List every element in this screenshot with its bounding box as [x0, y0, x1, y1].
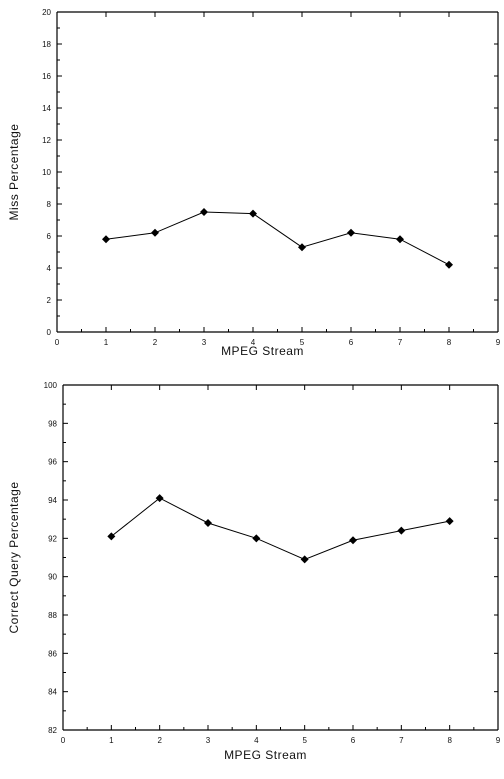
x-tick-label: 3 [206, 736, 211, 745]
y-tick-label: 4 [47, 264, 52, 273]
y-tick-label: 16 [42, 72, 51, 81]
data-point-marker [151, 228, 159, 237]
y-tick-label: 18 [42, 40, 51, 49]
data-point-marker [298, 243, 306, 252]
x-tick-label: 2 [153, 338, 158, 347]
data-point-marker [397, 526, 406, 535]
data-point-marker [249, 209, 257, 218]
x-axis-title: MPEG Stream [221, 344, 304, 358]
x-tick-label: 9 [496, 338, 501, 347]
y-tick-label: 0 [47, 328, 52, 337]
x-tick-label: 9 [496, 736, 501, 745]
x-tick-label: 2 [157, 736, 162, 745]
y-axis-title: Miss Percentage [7, 124, 21, 221]
y-tick-label: 96 [48, 458, 57, 467]
x-tick-label: 6 [351, 736, 356, 745]
x-tick-label: 4 [254, 736, 259, 745]
data-point-marker [155, 494, 164, 503]
data-point-marker [347, 228, 355, 237]
series-line [111, 497, 450, 560]
x-tick-label: 7 [398, 338, 403, 347]
x-tick-label: 3 [202, 338, 207, 347]
y-tick-label: 88 [48, 611, 57, 620]
y-tick-label: 14 [42, 104, 51, 113]
y-tick-label: 94 [48, 496, 57, 505]
y-tick-label: 10 [42, 168, 51, 177]
data-point-marker [102, 235, 110, 244]
x-tick-label: 1 [104, 338, 109, 347]
y-tick-label: 12 [42, 136, 51, 145]
correct-query-chart: 0 1 2 3 4 5 6 7 8 9 82 84 86 88 90 92 94 96 98 100 MPEG Stre… [7, 381, 501, 762]
x-tick-label: 8 [447, 338, 452, 347]
series-line [105, 211, 450, 266]
y-tick-label: 100 [44, 381, 58, 390]
y-tick-label: 8 [47, 200, 52, 209]
y-tick-label: 6 [47, 232, 52, 241]
x-tick-label: 4 [251, 338, 256, 347]
y-tick-label: 86 [48, 649, 57, 658]
x-tick-label: 0 [61, 736, 66, 745]
x-tick-label: 0 [55, 338, 60, 347]
x-tick-label: 5 [300, 338, 305, 347]
y-tick-label: 82 [48, 726, 57, 735]
data-point-marker [107, 532, 116, 541]
x-tick-label: 1 [109, 736, 114, 745]
data-point-marker [204, 519, 212, 527]
x-axis-title: MPEG Stream [224, 748, 307, 762]
data-point-marker [445, 517, 454, 526]
y-tick-label: 90 [48, 573, 57, 582]
y-axis-title: Correct Query Percentage [7, 481, 21, 633]
y-tick-label: 20 [42, 8, 51, 17]
x-tick-label: 8 [447, 736, 452, 745]
data-point-marker [445, 260, 453, 269]
y-tick-label: 84 [48, 688, 57, 697]
y-tick-label: 98 [48, 419, 57, 428]
data-point-marker [349, 536, 357, 545]
data-point-marker [396, 235, 404, 244]
data-point-marker [300, 555, 309, 564]
x-tick-label: 6 [349, 338, 354, 347]
y-tick-label: 92 [48, 534, 57, 543]
y-tick-label: 2 [47, 296, 52, 305]
x-tick-label: 7 [399, 736, 404, 745]
x-tick-label: 5 [302, 736, 307, 745]
data-point-marker [252, 534, 261, 543]
data-point-marker [200, 208, 208, 216]
